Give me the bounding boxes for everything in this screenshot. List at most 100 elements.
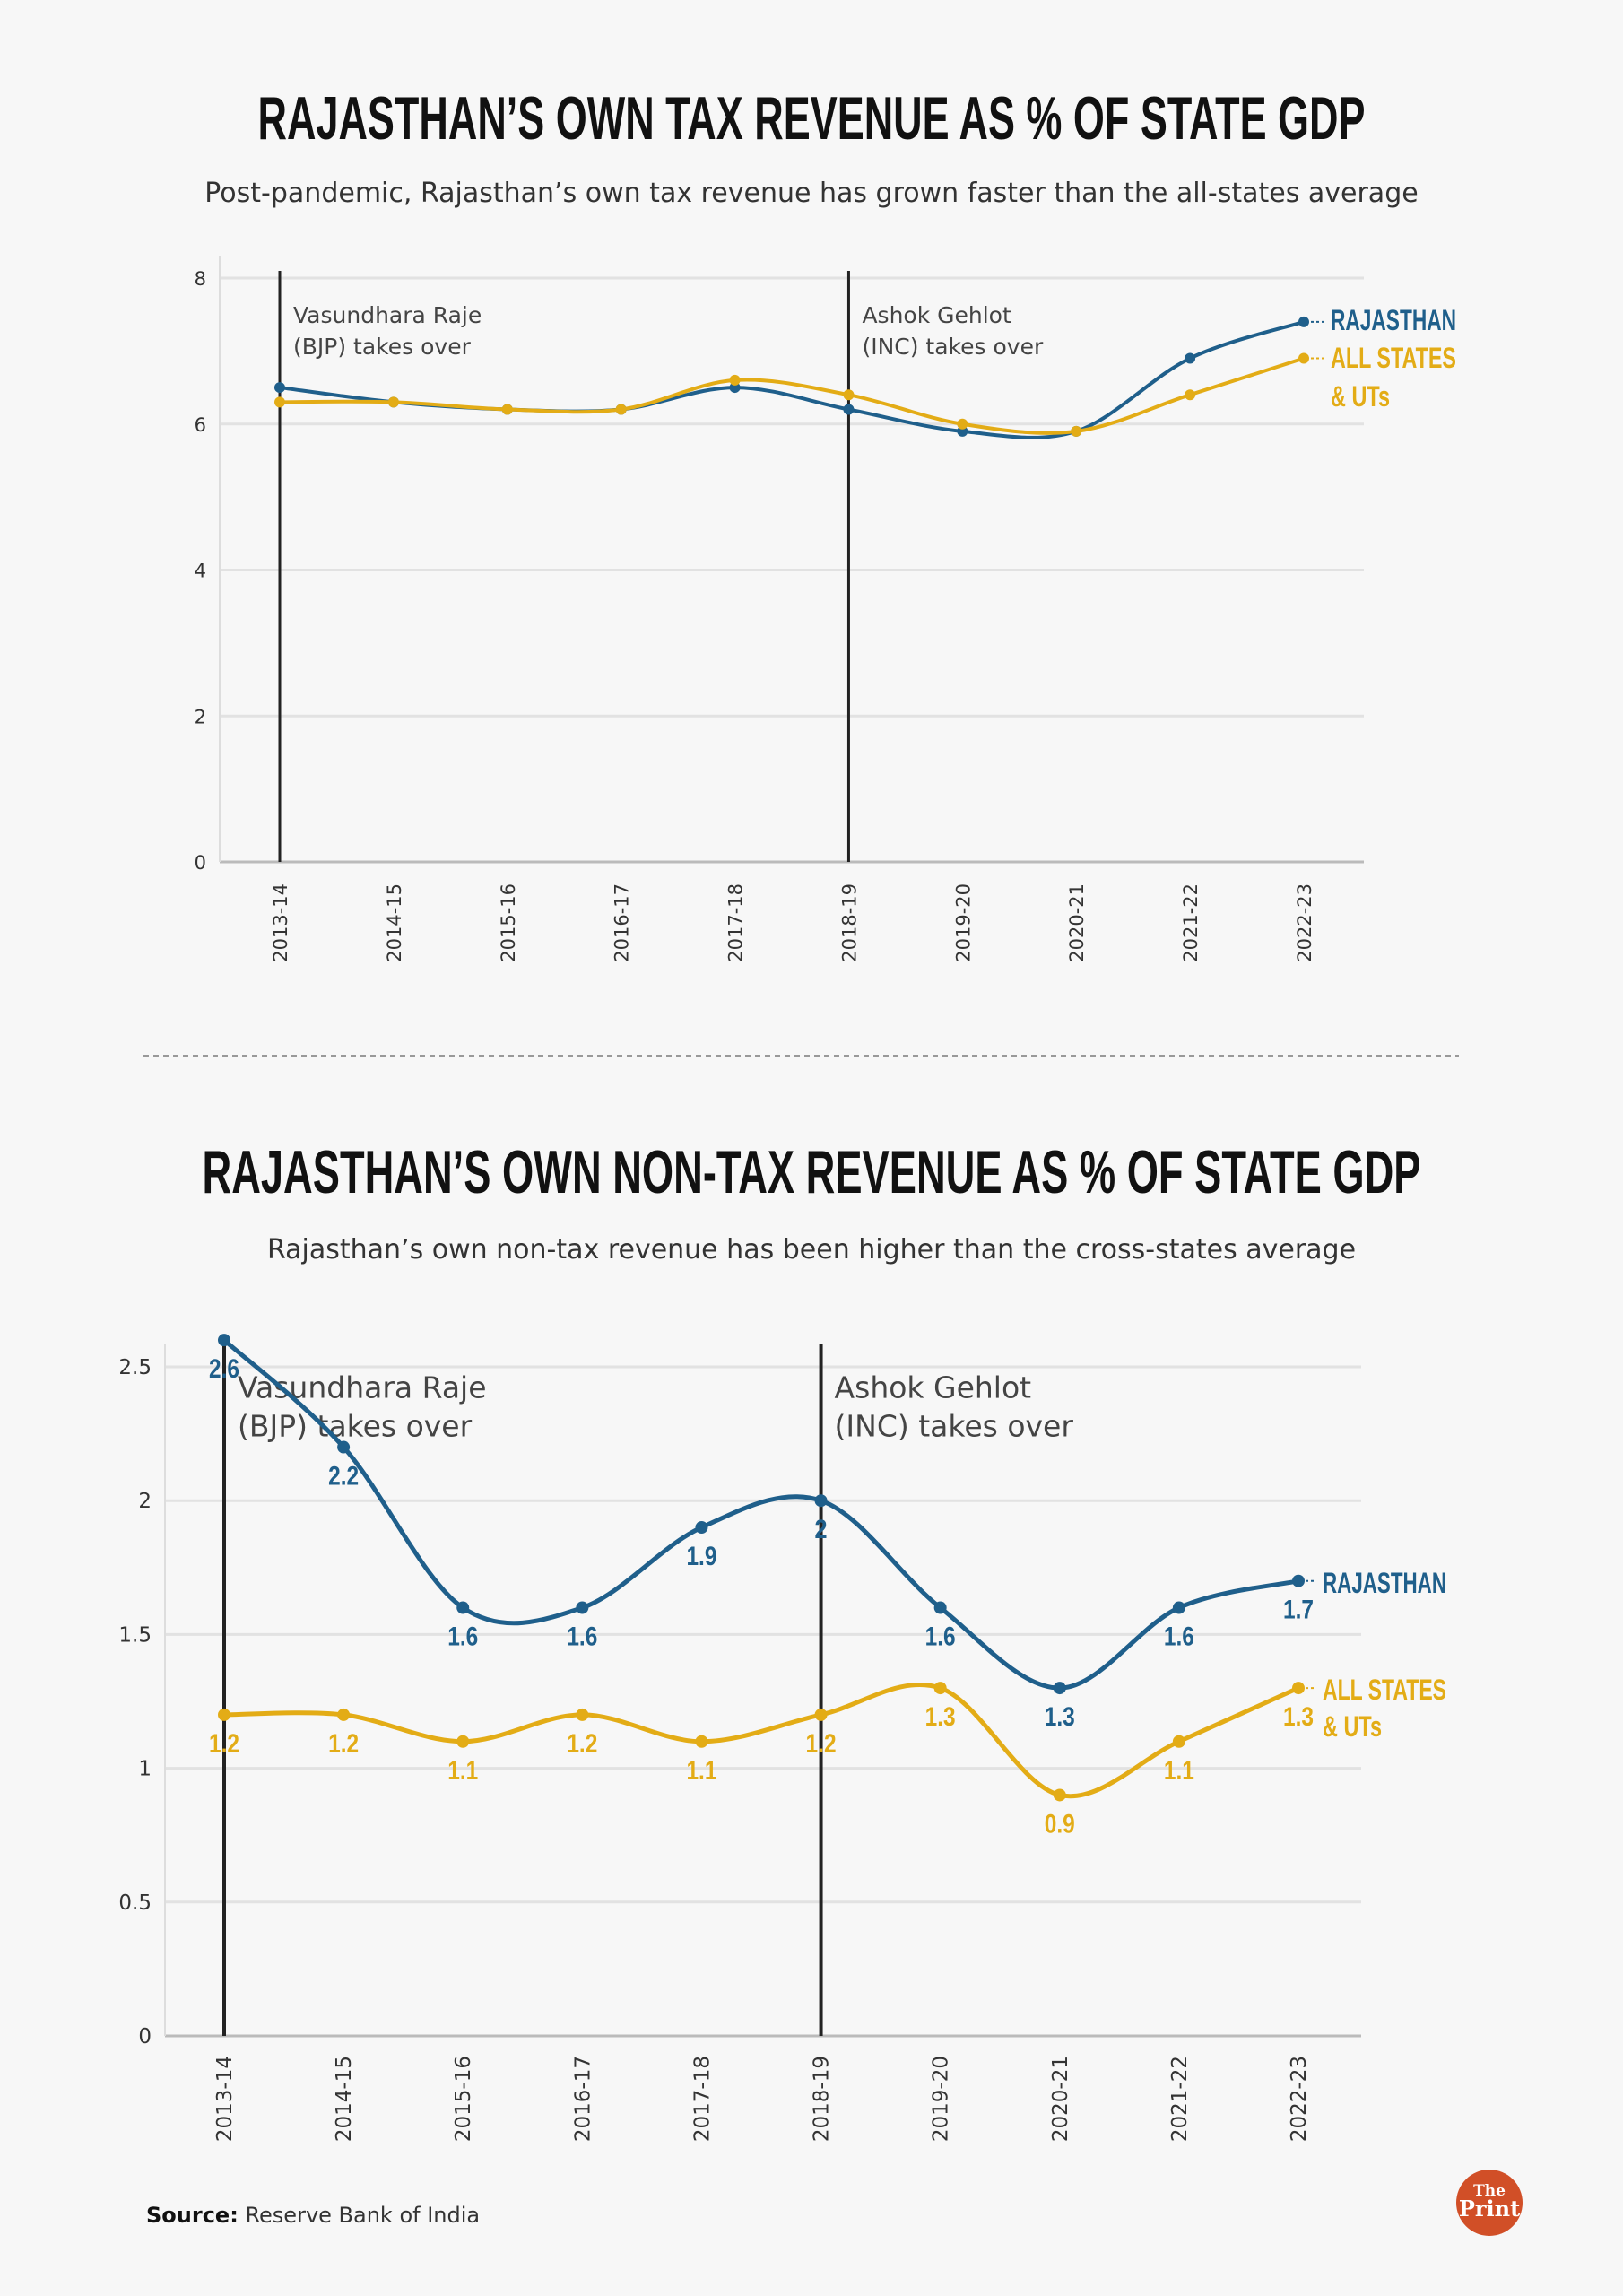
data-label: 1.2 [209, 1729, 239, 1759]
chart2-title: RAJASTHAN’S OWN NON-TAX REVENUE AS % OF … [203, 1138, 1421, 1206]
x-tick-label: 2019-20 [930, 2056, 953, 2142]
data-point [1185, 389, 1196, 401]
x-tick-label: 2020-21 [1066, 883, 1088, 962]
x-tick-label: 2014-15 [384, 883, 405, 962]
data-point [1053, 1682, 1066, 1695]
data-label: 1.2 [328, 1729, 359, 1759]
data-point [957, 418, 968, 430]
legend-label: RAJASTHAN [1323, 1567, 1446, 1599]
x-tick-label: 2019-20 [952, 883, 974, 962]
data-point [1053, 1788, 1066, 1802]
x-tick-label: 2015-16 [498, 883, 519, 962]
data-label: 2.6 [209, 1354, 239, 1384]
data-point [456, 1735, 470, 1748]
data-point [501, 404, 513, 415]
data-point [814, 1494, 828, 1508]
annotation-text: Ashok Gehlot [835, 1370, 1032, 1405]
data-point [615, 404, 627, 415]
y-tick-label: 0 [195, 852, 206, 874]
x-tick-label: 2018-19 [811, 2056, 834, 2142]
x-tick-label: 2017-18 [725, 883, 747, 962]
chart1: 0 2 4 6 8 2013-14 2014-15 2015-16 2016-17 2017-18… [195, 256, 1456, 962]
data-label: 0.9 [1045, 1809, 1075, 1839]
data-label: 1.3 [1045, 1702, 1075, 1732]
legend-label: RAJASTHAN [1331, 304, 1456, 336]
data-point [1298, 352, 1309, 364]
data-point [387, 396, 399, 408]
data-point [576, 1601, 589, 1614]
data-point [576, 1708, 589, 1721]
chart2: 0 0.5 1 1.5 2 2.5 2013-14 2014-15 2015-16 2016-17… [118, 1334, 1446, 2142]
x-tick-label: 2021-22 [1180, 883, 1202, 962]
data-label: 1.2 [567, 1729, 597, 1759]
data-label: 1.1 [447, 1756, 478, 1786]
data-label: 2 [815, 1515, 828, 1544]
logo-text-the: The [1473, 2182, 1506, 2200]
data-point [1292, 1682, 1305, 1695]
series-line-all-states [279, 356, 1305, 435]
annotation-text: (INC) takes over [835, 1408, 1074, 1443]
chart1-title: RAJASTHAN’S OWN TAX REVENUE AS % OF STAT… [258, 84, 1366, 152]
data-label: 1.3 [1283, 1702, 1314, 1732]
x-tick-label: 2015-16 [452, 2056, 475, 2142]
data-point [1071, 425, 1082, 437]
data-label: 1.2 [806, 1729, 837, 1759]
data-label: 1.7 [1283, 1596, 1314, 1625]
data-point [933, 1601, 947, 1614]
data-point [274, 382, 285, 394]
x-tick-label: 2013-14 [213, 2056, 237, 2142]
y-tick-label: 2.5 [118, 1356, 152, 1379]
x-tick-label: 2014-15 [333, 2056, 356, 2142]
y-tick-label: 0.5 [118, 1892, 152, 1915]
data-point [1298, 316, 1309, 327]
y-tick-label: 1.5 [118, 1623, 152, 1647]
chart2-subtitle: Rajasthan’s own non-tax revenue has been… [267, 1234, 1356, 1265]
annotation-text: (INC) takes over [862, 334, 1044, 360]
data-label: 1.1 [1164, 1756, 1194, 1786]
y-tick-label: 6 [195, 414, 206, 436]
annotation-text: Vasundhara Raje [293, 302, 482, 328]
source-note: Source: Reserve Bank of India [146, 2203, 480, 2228]
data-point [218, 1334, 230, 1347]
annotation-text: Vasundhara Raje [238, 1370, 487, 1405]
data-point [695, 1735, 708, 1748]
x-tick-label: 2017-18 [690, 2056, 714, 2142]
data-point [337, 1440, 351, 1454]
data-label: 1.6 [447, 1622, 478, 1652]
x-tick-label: 2016-17 [612, 883, 633, 962]
legend-label: & UTs [1331, 380, 1390, 413]
data-point [1172, 1735, 1185, 1748]
data-point [814, 1708, 828, 1721]
data-label: 1.6 [567, 1622, 597, 1652]
data-label: 1.3 [925, 1702, 956, 1732]
legend-label: ALL STATES [1331, 342, 1456, 374]
data-label: 1.9 [686, 1542, 716, 1571]
legend-label: ALL STATES [1323, 1674, 1446, 1706]
chart1-subtitle: Post-pandemic, Rajasthan’s own tax reven… [204, 178, 1418, 209]
annotation-text: (BJP) takes over [293, 334, 472, 360]
y-tick-label: 0 [138, 2025, 152, 2048]
y-tick-label: 1 [138, 1758, 152, 1781]
theprint-logo: The Print [1456, 2170, 1523, 2236]
data-point [729, 374, 741, 386]
y-tick-label: 8 [195, 268, 206, 290]
legend-label: & UTs [1323, 1710, 1382, 1743]
data-point [1185, 352, 1196, 364]
data-point [1292, 1574, 1305, 1587]
y-tick-label: 2 [195, 706, 206, 727]
data-point [933, 1682, 947, 1695]
x-tick-label: 2020-21 [1049, 2056, 1072, 2142]
data-point [843, 404, 855, 415]
x-tick-label: 2016-17 [571, 2056, 595, 2142]
series-line-rajasthan [222, 1338, 1299, 1691]
data-label: 1.6 [1164, 1622, 1194, 1652]
source-text: Reserve Bank of India [245, 2203, 480, 2228]
logo-text-print: Print [1459, 2196, 1520, 2222]
data-point [218, 1708, 230, 1721]
y-tick-label: 2 [138, 1490, 152, 1513]
data-label: 1.6 [925, 1622, 956, 1652]
x-tick-label: 2018-19 [838, 883, 860, 962]
annotation-text: (BJP) takes over [238, 1408, 473, 1443]
